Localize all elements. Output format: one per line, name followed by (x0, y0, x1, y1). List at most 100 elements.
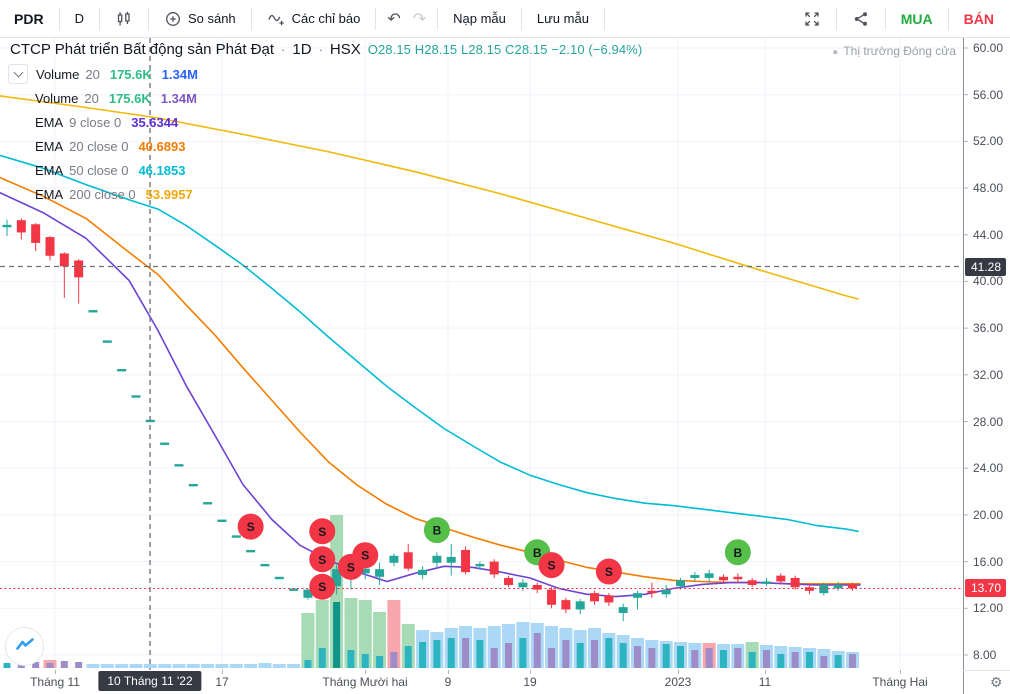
toolbar-separator (603, 7, 605, 30)
header-interval: 1D (292, 41, 312, 58)
top-toolbar: PDR D So sánh (0, 0, 1010, 38)
logo-icon (14, 634, 36, 659)
time-tick-label: Tháng 11 (30, 675, 80, 689)
symbol-title: CTCP Phát triển Bất động sản Phát Đạt (10, 41, 275, 58)
price-tick-label: 16.00 (973, 554, 1004, 569)
symbol-header: CTCP Phát triển Bất động sản Phát Đạt · … (10, 41, 642, 58)
time-tick-label: 9 (444, 675, 452, 689)
price-tick-label: 60.00 (973, 41, 1004, 55)
platform-logo[interactable] (5, 627, 44, 666)
compare-plus-icon (164, 10, 182, 28)
svg-text:B: B (733, 546, 742, 560)
legend-indicator-value: 53.9957 (145, 186, 193, 202)
svg-text:S: S (361, 549, 369, 563)
svg-text:S: S (318, 553, 326, 567)
toolbar-separator (947, 7, 949, 30)
candlestick-chart-icon (115, 10, 133, 28)
indicators-icon (267, 10, 286, 28)
share-button[interactable] (842, 5, 880, 33)
price-tick-label: 48.00 (973, 181, 1004, 196)
toolbar-separator (250, 7, 252, 30)
buy-button[interactable]: MUA (891, 6, 943, 32)
svg-text:S: S (318, 525, 326, 539)
time-tick-label: 19 (523, 675, 537, 689)
legend-collapse-button[interactable] (8, 64, 28, 84)
price-tick-label: 36.00 (973, 321, 1004, 336)
toolbar-separator (437, 7, 439, 30)
market-status-label: Thị trường Đóng cửa (843, 44, 956, 58)
share-icon (852, 10, 870, 28)
legend-row[interactable]: Volume 20 175.6K 1.34M (35, 86, 198, 110)
indicator-legend: Volume 20 175.6K 1.34M Volume 20 175.6K 1.34M EM… (8, 62, 198, 206)
legend-indicator-params: 200 close 0 (69, 186, 136, 202)
time-tick-mark (365, 670, 366, 674)
legend-indicator-params: 50 close 0 (69, 162, 129, 178)
toolbar-separator (884, 7, 886, 30)
price-tick-label: 8.00 (973, 647, 997, 662)
symbol-button[interactable]: PDR (6, 6, 54, 32)
fullscreen-button[interactable] (793, 5, 831, 33)
svg-text:S: S (548, 559, 556, 573)
time-tick-label: Tháng Mười hai (322, 675, 408, 689)
time-tick-mark (530, 670, 531, 674)
svg-text:S: S (605, 565, 613, 579)
toolbar-separator (520, 7, 522, 30)
legend-indicator-name: Volume (36, 66, 80, 82)
time-tick-label: 17 (215, 675, 229, 689)
legend-indicator-name: EMA (35, 186, 64, 202)
compare-button[interactable]: So sánh (154, 5, 246, 33)
load-template-button[interactable]: Nạp mẫu (443, 6, 516, 31)
legend-indicator-params: 20 (84, 90, 99, 106)
price-axis[interactable]: 41.28 13.70 60.00 56.00 52.00 48.00 44.00 40.… (964, 0, 1010, 694)
svg-text:B: B (433, 524, 442, 538)
time-tick-mark (900, 670, 901, 674)
legend-indicator-value: 1.34M (161, 66, 198, 82)
time-tick-label: 11 (758, 675, 772, 689)
legend-indicator-value: 175.6K (109, 66, 152, 82)
chevron-down-icon (13, 67, 23, 78)
redo-button[interactable]: ↷ (407, 7, 432, 31)
toolbar-separator (98, 7, 100, 30)
last-price-label: 13.70 (965, 579, 1007, 598)
gear-icon[interactable]: ⚙ (990, 674, 1003, 690)
legend-row[interactable]: EMA 200 close 0 53.9957 (35, 182, 198, 206)
time-tick-mark (55, 670, 56, 674)
legend-indicator-value: 35.6344 (131, 114, 179, 130)
svg-text:S: S (247, 520, 255, 534)
chart-type-button[interactable] (105, 5, 143, 33)
toolbar-separator (58, 7, 60, 30)
sell-button[interactable]: BÁN (954, 6, 1004, 32)
save-template-button[interactable]: Lưu mẫu (527, 6, 599, 31)
svg-text:S: S (347, 560, 355, 574)
legend-indicator-params: 9 close 0 (69, 114, 122, 130)
price-tick-label: 40.00 (973, 274, 1004, 289)
legend-row[interactable]: Volume 20 175.6K 1.34M (8, 62, 198, 86)
legend-indicator-value: 40.6893 (138, 138, 186, 154)
toolbar-separator (147, 7, 149, 30)
legend-indicator-name: Volume (35, 90, 79, 106)
time-tick-label: 2023 (664, 675, 692, 689)
svg-text:B: B (533, 546, 542, 560)
compare-label: So sánh (187, 11, 236, 26)
price-tick-label: 24.00 (973, 461, 1004, 476)
price-tick-label: 56.00 (973, 87, 1004, 102)
time-axis[interactable]: 10 Tháng 11 '22 Tháng 11 17 Tháng Mười hai… (0, 670, 963, 694)
crosshair-price-label: 41.28 (965, 257, 1007, 276)
indicators-button[interactable]: Các chỉ báo (257, 5, 371, 33)
legend-indicator-name: EMA (35, 162, 64, 178)
interval-button[interactable]: D (65, 6, 94, 31)
redo-icon: ↷ (412, 10, 427, 28)
crosshair-date-label: 10 Tháng 11 '22 (98, 671, 202, 691)
header-separator: · (281, 42, 286, 57)
undo-button[interactable]: ↶ (381, 7, 406, 31)
price-tick-label: 44.00 (973, 227, 1004, 242)
legend-row[interactable]: EMA 50 close 0 46.1853 (35, 158, 198, 182)
price-tick-label: 12.00 (973, 601, 1004, 616)
price-tick-label: 32.00 (973, 367, 1004, 382)
legend-row[interactable]: EMA 20 close 0 40.6893 (35, 134, 198, 158)
svg-text:S: S (318, 580, 326, 594)
legend-row[interactable]: EMA 9 close 0 35.6344 (35, 110, 198, 134)
toolbar-separator (375, 7, 377, 30)
